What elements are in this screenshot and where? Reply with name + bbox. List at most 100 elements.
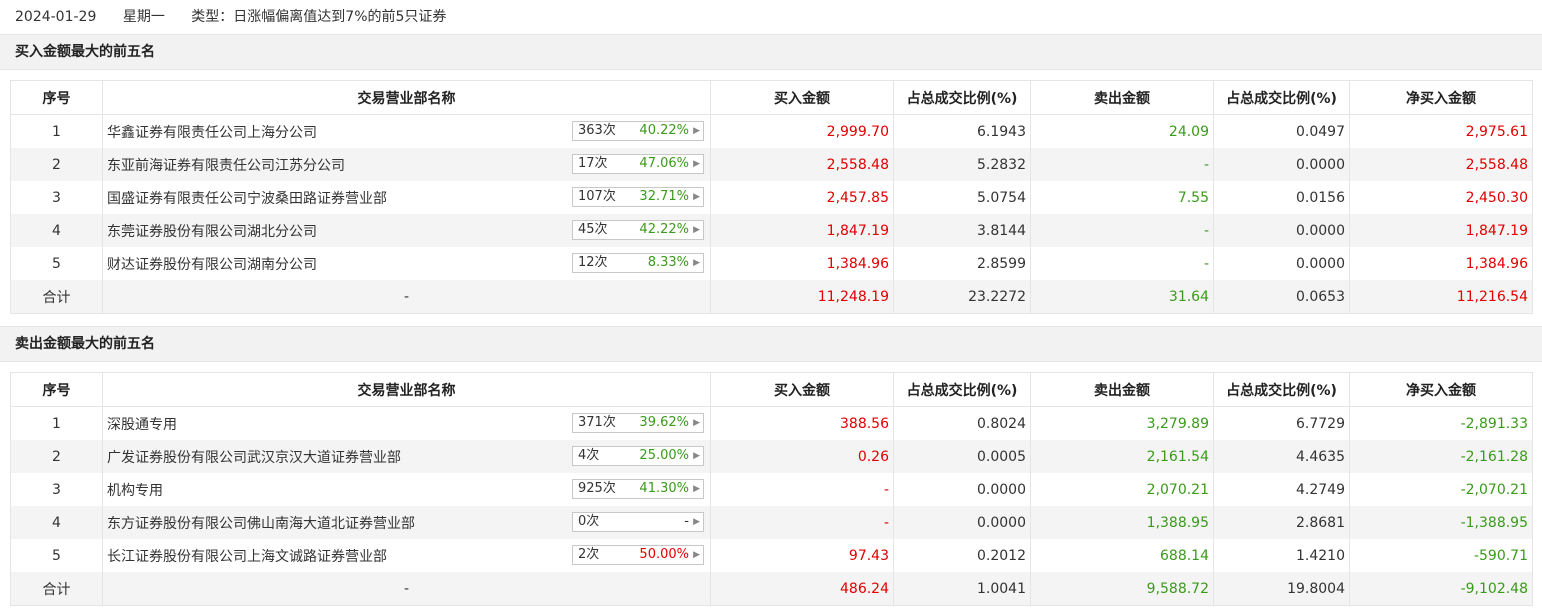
triangle-right-icon: ▶ [693,550,700,560]
sell-ratio: 0.0000 [1213,247,1350,280]
row-index: 2 [10,440,103,473]
triangle-right-icon: ▶ [693,484,700,494]
buy-ratio: 6.1943 [893,114,1031,148]
total-row: 合计 -11,248.19 23.2272 31.64 0.0653 11,216.54 [10,280,1533,314]
branch-stats-dropdown[interactable]: 17次 47.06% ▶ [572,154,704,174]
branch-name: 华鑫证券有限责任公司上海分公司 [107,124,317,141]
branch-name: 东方证券股份有限公司佛山南海大道北证券营业部 [107,515,415,532]
info-bar: 2024-01-29 星期一 类型：日涨幅偏离值达到7%的前5只证券 [0,0,1542,34]
table-row: 1 华鑫证券有限责任公司上海分公司 363次 40.22% ▶ 2,999.70 6.194… [10,114,1533,148]
win-rate: 47.06% [639,156,689,171]
buy-ratio: 0.8024 [893,406,1031,440]
branch-name: 东亚前海证券有限责任公司江苏分公司 [107,157,345,174]
branch-stats-dropdown[interactable]: 4次 25.00% ▶ [572,446,704,466]
total-name: - [102,572,711,606]
sell-amount: 1,388.95 [1030,506,1214,539]
branch-stats-dropdown[interactable]: 2次 50.00% ▶ [572,545,704,565]
sell-amount: - [1030,247,1214,280]
win-rate: 8.33% [647,255,689,270]
total-row: 合计 -486.24 1.0041 9,588.72 19.8004 -9,102.48 [10,572,1533,606]
branch-cell: 财达证券股份有限公司湖南分公司 12次 8.33% ▶ [102,247,711,280]
buy-section-title: 买入金额最大的前五名 [0,34,1542,70]
sell-ratio: 0.0000 [1213,214,1350,247]
buy-ratio: 0.2012 [893,539,1031,572]
net-buy-amount: -2,891.33 [1349,406,1533,440]
buy-amount: 0.26 [710,440,894,473]
branch-stats-dropdown[interactable]: 363次 40.22% ▶ [572,121,704,141]
appearance-count: 107次 [578,189,616,204]
sell-section-title: 卖出金额最大的前五名 [0,326,1542,362]
col-sell-ratio-header: 占总成交比例(%) [1213,372,1350,407]
branch-cell: 东莞证券股份有限公司湖北分公司 45次 42.22% ▶ [102,214,711,247]
sell-ratio: 0.0000 [1213,148,1350,181]
row-index: 4 [10,506,103,539]
buy-amount: 1,847.19 [710,214,894,247]
branch-stats-dropdown[interactable]: 107次 32.71% ▶ [572,187,704,207]
branch-stats-dropdown[interactable]: 925次 41.30% ▶ [572,479,704,499]
branch-cell: 深股通专用 371次 39.62% ▶ [102,406,711,440]
net-buy-amount: -2,070.21 [1349,473,1533,506]
net-buy-amount: 1,847.19 [1349,214,1533,247]
sell-ratio: 0.0497 [1213,114,1350,148]
appearance-count: 363次 [578,123,616,138]
col-index-header: 序号 [10,80,103,115]
win-rate: 25.00% [639,448,689,463]
buy-amount: 388.56 [710,406,894,440]
buy-table-body: 1 华鑫证券有限责任公司上海分公司 363次 40.22% ▶ 2,999.70 6.194… [10,114,1533,314]
win-rate: 41.30% [639,481,689,496]
buy-table-wrap: 序号 交易营业部名称 买入金额 占总成交比例(%) 卖出金额 占总成交比例(%) 净买入金额… [0,70,1542,314]
col-sell-amount-header: 卖出金额 [1030,80,1214,115]
row-index: 1 [10,406,103,440]
row-index: 5 [10,539,103,572]
appearance-count: 925次 [578,481,616,496]
col-buy-ratio-header: 占总成交比例(%) [893,80,1031,115]
branch-stats-dropdown[interactable]: 12次 8.33% ▶ [572,253,704,273]
sell-amount: 2,161.54 [1030,440,1214,473]
sell-amount: 688.14 [1030,539,1214,572]
triangle-right-icon: ▶ [693,159,700,169]
sell-amount: 2,070.21 [1030,473,1214,506]
branch-cell: 东方证券股份有限公司佛山南海大道北证券营业部 0次 - ▶ [102,506,711,539]
sell-amount: 7.55 [1030,181,1214,214]
branch-cell: 机构专用 925次 41.30% ▶ [102,473,711,506]
win-rate: 39.62% [639,415,689,430]
branch-stats-dropdown[interactable]: 45次 42.22% ▶ [572,220,704,240]
table-row: 1 深股通专用 371次 39.62% ▶ 388.56 0.8024 3,279.89 6.7… [10,406,1533,440]
col-buy-amount-header: 买入金额 [710,80,894,115]
triangle-right-icon: ▶ [693,126,700,136]
triangle-right-icon: ▶ [693,225,700,235]
table-row: 3 机构专用 925次 41.30% ▶ -0.0000 2,070.21 4.2749 -2,… [10,473,1533,506]
row-index: 1 [10,114,103,148]
triangle-right-icon: ▶ [693,192,700,202]
total-buy-amount: 486.24 [710,572,894,606]
col-sell-ratio-header: 占总成交比例(%) [1213,80,1350,115]
buy-amount: 2,558.48 [710,148,894,181]
table-row: 5 长江证券股份有限公司上海文诚路证券营业部 2次 50.00% ▶ 97.43 0.201… [10,539,1533,572]
sell-table-header: 序号 交易营业部名称 买入金额 占总成交比例(%) 卖出金额 占总成交比例(%) 净买入金额 [10,372,1533,407]
branch-name: 深股通专用 [107,416,177,433]
triangle-right-icon: ▶ [693,418,700,428]
win-rate: - [684,514,689,529]
branch-stats-dropdown[interactable]: 0次 - ▶ [572,512,704,532]
appearance-count: 17次 [578,156,608,171]
net-buy-amount: 2,975.61 [1349,114,1533,148]
table-row: 2 东亚前海证券有限责任公司江苏分公司 17次 47.06% ▶ 2,558.48 5.28… [10,148,1533,181]
row-index: 3 [10,181,103,214]
appearance-count: 0次 [578,514,600,529]
buy-amount: 2,457.85 [710,181,894,214]
sell-ratio: 4.4635 [1213,440,1350,473]
branch-name: 广发证券股份有限公司武汉京汉大道证券营业部 [107,449,401,466]
col-buy-ratio-header: 占总成交比例(%) [893,372,1031,407]
buy-ratio: 0.0005 [893,440,1031,473]
branch-stats-dropdown[interactable]: 371次 39.62% ▶ [572,413,704,433]
sell-ratio: 1.4210 [1213,539,1350,572]
sell-ratio: 4.2749 [1213,473,1350,506]
weekday-text: 星期一 [122,9,165,25]
win-rate: 50.00% [639,547,689,562]
total-label: 合计 [10,572,103,606]
sell-table-body: 1 深股通专用 371次 39.62% ▶ 388.56 0.8024 3,279.89 6.7… [10,406,1533,606]
appearance-count: 4次 [578,448,600,463]
buy-table: 序号 交易营业部名称 买入金额 占总成交比例(%) 卖出金额 占总成交比例(%) 净买入金额… [10,80,1533,314]
table-row: 5 财达证券股份有限公司湖南分公司 12次 8.33% ▶ 1,384.96 2.8599-… [10,247,1533,280]
row-index: 5 [10,247,103,280]
